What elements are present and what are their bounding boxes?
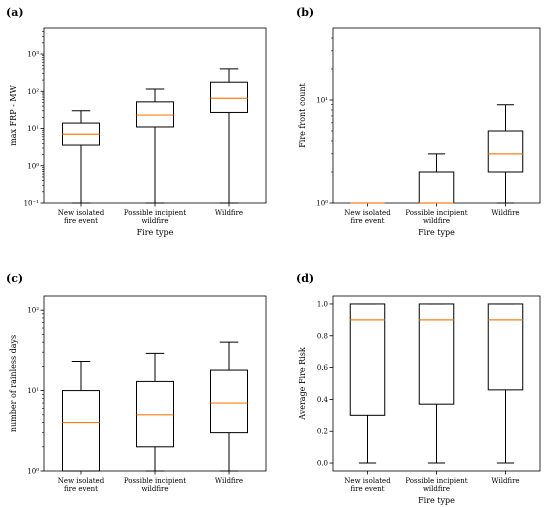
x-axis-label: Fire type xyxy=(418,228,455,237)
panel-label-a: (a) xyxy=(6,6,24,19)
iqr-box xyxy=(418,171,455,204)
x-tick-label: New isolated xyxy=(344,209,391,217)
panel-label-b: (b) xyxy=(296,6,315,19)
box-1 xyxy=(349,303,386,464)
x-tick-label: New isolated xyxy=(344,477,391,485)
x-tick-label: fire event xyxy=(64,217,98,225)
y-tick-label: 10³ xyxy=(27,51,39,59)
x-tick-label: wildfire xyxy=(141,217,168,225)
iqr-box xyxy=(136,380,174,448)
x-tick-label: Possible incipient xyxy=(405,477,467,485)
box-2 xyxy=(136,352,174,472)
y-tick-label: 10¹ xyxy=(27,387,39,395)
box-3 xyxy=(210,341,248,472)
x-tick-label: Wildfire xyxy=(215,477,243,485)
x-tick-label: fire event xyxy=(351,217,385,225)
y-tick-label: 0.4 xyxy=(317,396,329,404)
x-tick-label: wildfire xyxy=(141,485,168,493)
y-axis-label: number of rainless days xyxy=(9,335,18,432)
y-tick-label: 0.8 xyxy=(317,332,328,340)
x-tick-label: Possible incipient xyxy=(124,477,186,485)
y-axis-label: Fire front count xyxy=(298,82,307,147)
y-axis-label: Average Fire Risk xyxy=(298,347,307,421)
box-1 xyxy=(62,360,100,472)
x-tick-label: New isolated xyxy=(58,477,105,485)
y-tick-label: 0.2 xyxy=(317,428,328,436)
x-tick-label: Wildfire xyxy=(491,209,519,217)
y-tick-label: 10¹ xyxy=(316,96,328,104)
iqr-box xyxy=(487,130,524,173)
x-tick-label: Possible incipient xyxy=(124,209,186,217)
y-tick-label: 1.0 xyxy=(317,300,328,308)
x-tick-label: Possible incipient xyxy=(405,209,467,217)
plot-frame xyxy=(43,295,267,472)
x-tick-label: Wildfire xyxy=(215,209,243,217)
y-tick-label: 10¹ xyxy=(27,125,39,133)
y-axis-label: max FRP - MW xyxy=(9,84,18,145)
iqr-box xyxy=(210,369,248,434)
y-tick-label: 10⁻¹ xyxy=(24,200,40,208)
x-axis-label: Fire type xyxy=(418,496,455,505)
x-tick-label: wildfire xyxy=(423,485,450,493)
x-tick-label: New isolated xyxy=(58,209,105,217)
box-3 xyxy=(487,303,524,464)
box-2 xyxy=(136,88,174,204)
x-tick-label: fire event xyxy=(351,485,385,493)
y-tick-label: 10⁰ xyxy=(316,200,328,208)
iqr-box xyxy=(487,303,524,391)
iqr-box xyxy=(349,303,386,416)
box-3 xyxy=(210,68,248,204)
y-tick-label: 10² xyxy=(27,88,39,96)
box-3 xyxy=(487,104,524,204)
y-tick-label: 0.0 xyxy=(317,460,328,468)
panel-label-c: (c) xyxy=(6,272,24,285)
y-tick-label: 10⁰ xyxy=(27,162,39,170)
y-tick-label: 0.6 xyxy=(317,364,329,372)
iqr-box xyxy=(418,303,455,405)
box-2 xyxy=(418,153,455,204)
iqr-box xyxy=(62,390,100,472)
iqr-box xyxy=(210,81,248,113)
panel-label-d: (d) xyxy=(296,272,315,285)
box-1 xyxy=(62,110,100,204)
iqr-box xyxy=(136,101,174,128)
box-2 xyxy=(418,303,455,464)
plot-frame xyxy=(332,27,541,204)
x-tick-label: wildfire xyxy=(423,217,450,225)
y-tick-label: 10⁰ xyxy=(27,468,39,476)
y-tick-label: 10² xyxy=(27,307,39,315)
x-tick-label: fire event xyxy=(64,485,98,493)
x-tick-label: Wildfire xyxy=(491,477,519,485)
x-axis-label: Fire type xyxy=(137,228,174,237)
